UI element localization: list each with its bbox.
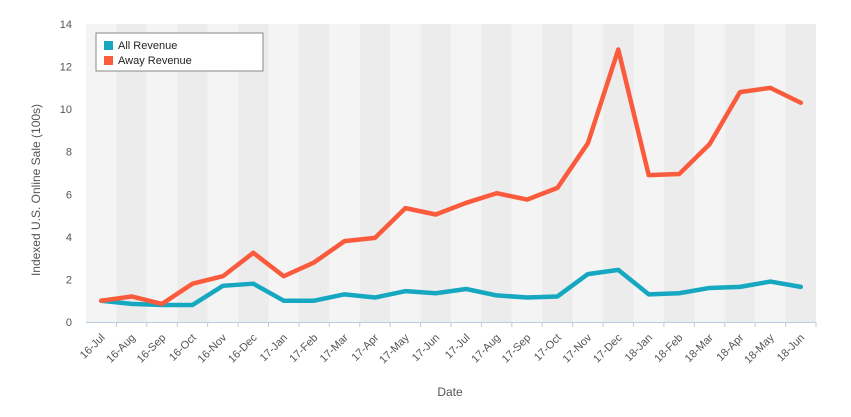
x-tick-label: 18-Apr xyxy=(714,332,746,364)
grid-band xyxy=(572,24,604,322)
x-tick-label: 17-Apr xyxy=(349,332,381,364)
x-tick-label: 18-Feb xyxy=(652,332,685,365)
y-tick-label: 6 xyxy=(66,189,72,201)
legend-box xyxy=(95,32,264,72)
x-tick-label: 17-May xyxy=(377,332,412,367)
y-tick-label: 12 xyxy=(60,62,72,74)
grid-band xyxy=(207,24,239,322)
grid-band xyxy=(451,24,482,322)
y-tick-label: 0 xyxy=(66,317,72,329)
grid-band xyxy=(298,24,330,322)
series-lines xyxy=(98,47,804,308)
x-tick-label: 17-Jun xyxy=(410,332,442,364)
y-tick-label: 10 xyxy=(60,104,72,116)
x-tick-label: 16-Sep xyxy=(135,332,169,366)
x-axis-ticks: 16-Jul16-Aug16-Sep16-Oct16-Nov16-Dec17-J… xyxy=(78,322,817,367)
y-axis-label: Indexed U.S. Online Sale (100s) xyxy=(29,104,43,276)
grid-band xyxy=(724,24,756,322)
x-tick-label: 17-Dec xyxy=(591,332,625,366)
x-tick-label: 18-Jun xyxy=(775,332,807,364)
legend-swatch xyxy=(104,41,113,50)
grid-band xyxy=(177,24,208,322)
x-tick-label: 17-Nov xyxy=(561,332,595,366)
grid-band xyxy=(420,24,451,322)
grid-band xyxy=(481,24,512,322)
x-tick-label: 16-Jul xyxy=(78,332,108,362)
legend-swatch xyxy=(104,56,113,65)
y-tick-label: 14 xyxy=(60,19,72,31)
x-tick-label: 16-Nov xyxy=(196,332,230,366)
legend-label: All Revenue xyxy=(118,40,177,52)
series-line-all-revenue xyxy=(98,267,804,308)
grid-band xyxy=(329,24,360,322)
x-tick-label: 17-Jan xyxy=(258,332,290,364)
grid-bands xyxy=(86,24,816,322)
x-tick-label: 18-Mar xyxy=(683,332,716,365)
y-axis-ticks: 0 2 4 6 8 10 12 14 xyxy=(60,19,72,329)
grid-band xyxy=(785,24,816,322)
legend: All Revenue Away Revenue xyxy=(95,32,264,72)
y-tick-label: 8 xyxy=(66,147,72,159)
grid-band xyxy=(755,24,786,322)
grid-band xyxy=(238,24,269,322)
x-tick-label: 16-Dec xyxy=(226,332,260,366)
x-axis-label: Date xyxy=(437,385,463,399)
x-tick-label: 17-Aug xyxy=(469,332,503,366)
x-tick-label: 18-Jan xyxy=(623,332,655,364)
grid-band xyxy=(694,24,725,322)
grid-band xyxy=(86,24,117,322)
x-tick-label: 17-Jul xyxy=(443,332,473,362)
legend-label: Away Revenue xyxy=(118,55,192,67)
series-line-away-revenue xyxy=(98,47,804,307)
grid-band xyxy=(511,24,543,322)
y-tick-label: 4 xyxy=(66,232,72,244)
x-tick-label: 16-Oct xyxy=(167,332,199,364)
x-tick-label: 17-Oct xyxy=(532,332,564,364)
x-tick-label: 18-May xyxy=(742,332,777,367)
x-tick-label: 17-Sep xyxy=(500,332,534,366)
y-tick-label: 2 xyxy=(66,274,72,286)
grid-band xyxy=(116,24,147,322)
grid-band xyxy=(146,24,178,322)
x-tick-label: 17-Feb xyxy=(287,332,320,365)
grid-band xyxy=(390,24,421,322)
x-tick-label: 16-Aug xyxy=(104,332,138,366)
grid-band xyxy=(359,24,391,322)
x-tick-label: 17-Mar xyxy=(318,332,351,365)
